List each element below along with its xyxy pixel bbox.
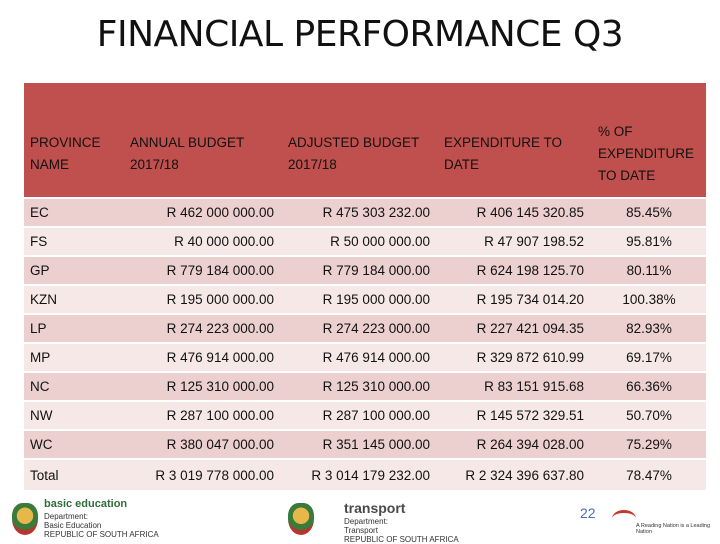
cell-province: NC: [24, 372, 124, 402]
table-row: EC R 462 000 000.00 R 475 303 232.00 R 406 …: [24, 198, 706, 228]
cell-annual-budget: R 779 184 000.00: [124, 256, 282, 286]
cell-annual-budget: R 476 914 000.00: [124, 343, 282, 373]
cell-province: FS: [24, 227, 124, 257]
cell-pct-expenditure: 69.17%: [592, 343, 706, 373]
table-row: NW R 287 100 000.00 R 287 100 000.00 R 145 …: [24, 401, 706, 431]
cell-province: KZN: [24, 285, 124, 315]
table-row: MP R 476 914 000.00 R 476 914 000.00 R 329 …: [24, 343, 706, 373]
cell-annual-budget: R 40 000 000.00: [124, 227, 282, 257]
cell-pct-expenditure: 50.70%: [592, 401, 706, 431]
cell-province: WC: [24, 430, 124, 460]
cell-province: Total: [24, 459, 124, 492]
cell-province: NW: [24, 401, 124, 431]
cell-expenditure: R 2 324 396 637.80: [438, 459, 592, 492]
table-row: NC R 125 310 000.00 R 125 310 000.00 R 83 1…: [24, 372, 706, 402]
cell-pct-expenditure: 82.93%: [592, 314, 706, 344]
cell-adjusted-budget: R 50 000 000.00: [282, 227, 438, 257]
cell-annual-budget: R 462 000 000.00: [124, 198, 282, 228]
cell-expenditure: R 83 151 915.68: [438, 372, 592, 402]
page-title: FINANCIAL PERFORMANCE Q3: [96, 14, 624, 55]
table-row: GP R 779 184 000.00 R 779 184 000.00 R 624 …: [24, 256, 706, 286]
basic-education-dept-text: Department: Basic Education REPUBLIC OF …: [44, 512, 159, 539]
table-total-row: Total R 3 019 778 000.00 R 3 014 179 232.0…: [24, 459, 706, 492]
cell-pct-expenditure: 95.81%: [592, 227, 706, 257]
coat-of-arms-icon: [12, 503, 38, 535]
cell-adjusted-budget: R 351 145 000.00: [282, 430, 438, 460]
cell-annual-budget: R 3 019 778 000.00: [124, 459, 282, 492]
cell-adjusted-budget: R 3 014 179 232.00: [282, 459, 438, 492]
table-row: WC R 380 047 000.00 R 351 145 000.00 R 264 …: [24, 430, 706, 460]
page-number: 22: [580, 505, 596, 521]
coat-of-arms-icon: [288, 503, 314, 535]
cell-expenditure: R 624 198 125.70: [438, 256, 592, 286]
reading-nation-slogan: A Reading Nation is a Leading Nation: [636, 523, 710, 535]
cell-annual-budget: R 125 310 000.00: [124, 372, 282, 402]
cell-expenditure: R 227 421 094.35: [438, 314, 592, 344]
cell-annual-budget: R 287 100 000.00: [124, 401, 282, 431]
table-header-row: PROVINCE NAME ANNUAL BUDGET 2017/18 ADJU…: [24, 111, 706, 199]
cell-pct-expenditure: 75.29%: [592, 430, 706, 460]
cell-pct-expenditure: 66.36%: [592, 372, 706, 402]
basic-education-logo: basic education: [44, 498, 128, 510]
cell-expenditure: R 329 872 610.99: [438, 343, 592, 373]
col-header-adjusted-budget: ADJUSTED BUDGET 2017/18: [282, 111, 438, 199]
cell-expenditure: R 264 394 028.00: [438, 430, 592, 460]
cell-province: LP: [24, 314, 124, 344]
cell-expenditure: R 406 145 320.85: [438, 198, 592, 228]
cell-adjusted-budget: R 274 223 000.00: [282, 314, 438, 344]
cell-adjusted-budget: R 475 303 232.00: [282, 198, 438, 228]
col-header-annual-budget: ANNUAL BUDGET 2017/18: [124, 111, 282, 199]
cell-adjusted-budget: R 476 914 000.00: [282, 343, 438, 373]
cell-annual-budget: R 274 223 000.00: [124, 314, 282, 344]
cell-expenditure: R 195 734 014.20: [438, 285, 592, 315]
cell-province: MP: [24, 343, 124, 373]
cell-adjusted-budget: R 287 100 000.00: [282, 401, 438, 431]
cell-pct-expenditure: 78.47%: [592, 459, 706, 492]
cell-adjusted-budget: R 125 310 000.00: [282, 372, 438, 402]
table-row: FS R 40 000 000.00 R 50 000 000.00 R 47 907…: [24, 227, 706, 257]
cell-expenditure: R 145 572 329.51: [438, 401, 592, 431]
cell-pct-expenditure: 100.38%: [592, 285, 706, 315]
transport-logo: transport: [344, 500, 406, 516]
cell-pct-expenditure: 80.11%: [592, 256, 706, 286]
cell-annual-budget: R 195 000 000.00: [124, 285, 282, 315]
cell-pct-expenditure: 85.45%: [592, 198, 706, 228]
col-header-expenditure: EXPENDITURE TO DATE: [438, 111, 592, 199]
reading-nation-icon: [612, 510, 636, 527]
col-header-province: PROVINCE NAME: [24, 111, 124, 199]
cell-adjusted-budget: R 779 184 000.00: [282, 256, 438, 286]
header-band: [24, 83, 706, 111]
cell-province: GP: [24, 256, 124, 286]
table-row: KZN R 195 000 000.00 R 195 000 000.00 R 195…: [24, 285, 706, 315]
financial-table: PROVINCE NAME ANNUAL BUDGET 2017/18 ADJU…: [24, 111, 706, 492]
col-header-pct-expenditure: % OF EXPENDITURE TO DATE: [592, 111, 706, 199]
cell-expenditure: R 47 907 198.52: [438, 227, 592, 257]
table-row: LP R 274 223 000.00 R 274 223 000.00 R 227 …: [24, 314, 706, 344]
cell-annual-budget: R 380 047 000.00: [124, 430, 282, 460]
cell-adjusted-budget: R 195 000 000.00: [282, 285, 438, 315]
cell-province: EC: [24, 198, 124, 228]
